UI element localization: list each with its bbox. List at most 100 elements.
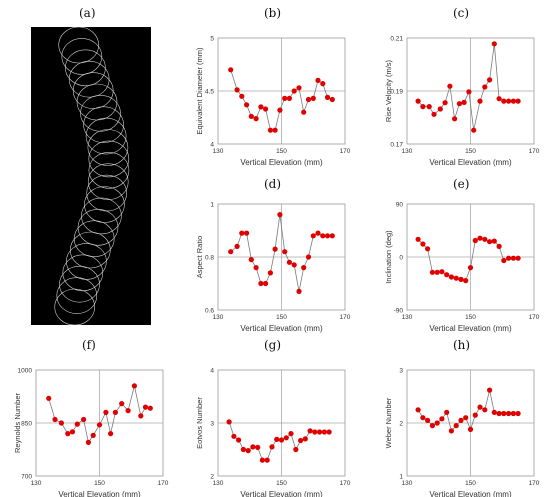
data-point (506, 410, 512, 417)
panel-label-c: (c) (453, 6, 470, 20)
y-axis-label: Eotvos Number (195, 397, 204, 449)
bubble-outline (65, 49, 106, 87)
y-tick-label: 3 (399, 368, 403, 375)
data-point (326, 429, 332, 435)
data-point (453, 275, 459, 281)
data-point (302, 436, 308, 442)
data-point (52, 416, 58, 423)
data-point (320, 233, 326, 239)
x-tick-label: 130 (402, 314, 413, 321)
x-tick-label: 130 (213, 314, 224, 321)
data-point (58, 420, 64, 426)
x-tick-label: 130 (31, 480, 42, 487)
bubble-outline (69, 231, 111, 269)
data-point (501, 410, 507, 417)
data-point (112, 409, 118, 415)
chart-b: 130 150 170 4 4.5 5 Vertical Elevation (mm) Equ… (195, 36, 351, 168)
data-point (228, 67, 234, 73)
data-point (305, 96, 312, 103)
x-tick-label: 150 (276, 148, 287, 155)
data-point (310, 95, 316, 101)
y-tick-label: 4 (210, 368, 214, 375)
data-point (477, 98, 483, 104)
data-point (496, 96, 502, 102)
y-tick-label: 2 (399, 421, 403, 428)
x-tick-label: 170 (340, 314, 351, 321)
x-tick-label: 150 (465, 314, 476, 321)
data-point (263, 106, 269, 112)
data-point (315, 77, 321, 83)
panel-label-g: (g) (264, 338, 282, 352)
data-point (510, 98, 516, 104)
x-axis-label: Vertical Elevation (mm) (240, 158, 323, 167)
data-point (506, 255, 512, 261)
data-point (420, 415, 426, 421)
data-point (515, 255, 521, 261)
bubble-outline (83, 106, 124, 143)
bubble-outline (73, 220, 115, 257)
y-tick-label: 1000 (18, 368, 33, 375)
data-point (245, 448, 251, 454)
y-tick-label: 1 (399, 474, 403, 481)
data-point (312, 429, 318, 435)
data-point (482, 84, 488, 90)
data-point (258, 280, 264, 287)
data-point (226, 419, 232, 425)
data-point (253, 265, 259, 271)
data-point (439, 416, 445, 422)
bubble-photo (31, 26, 151, 326)
data-point (467, 426, 474, 432)
data-point (74, 421, 80, 427)
bubble-outline (80, 95, 121, 132)
data-point (244, 230, 250, 236)
data-point (496, 243, 502, 249)
data-point (65, 431, 71, 437)
x-axis-label: Vertical Elevation (mm) (58, 490, 141, 497)
data-point (263, 280, 269, 287)
panel-label-e: (e) (453, 177, 470, 191)
panel-label-f: (f) (82, 338, 96, 352)
data-point (453, 423, 459, 429)
data-point (491, 238, 497, 244)
bubble-outline (87, 129, 129, 166)
data-point (425, 417, 431, 423)
data-point (434, 420, 440, 426)
data-point (125, 408, 131, 414)
data-point (466, 89, 472, 95)
data-point (138, 413, 144, 419)
x-axis-label: Vertical Elevation (mm) (240, 324, 323, 333)
x-tick-label: 170 (529, 314, 540, 321)
y-tick-label: 0.17 (390, 142, 403, 149)
data-point (324, 94, 331, 100)
bubble-outline (72, 72, 114, 109)
data-point (298, 437, 304, 444)
data-point (231, 433, 237, 439)
data-point (415, 407, 421, 413)
data-point (456, 101, 462, 107)
data-point (477, 404, 483, 410)
data-point (467, 265, 474, 271)
data-point (442, 100, 448, 106)
data-point (510, 255, 516, 261)
data-point (264, 457, 270, 463)
data-point (282, 249, 288, 255)
data-point (415, 98, 421, 104)
y-axis-label: Inclination (deg) (384, 230, 393, 284)
x-tick-label: 150 (276, 480, 287, 487)
data-point (255, 444, 261, 450)
data-point (448, 428, 454, 434)
data-point (286, 259, 292, 265)
y-axis-label: Rise Velocity (m/s) (384, 59, 393, 122)
y-tick-label: -90 (394, 308, 404, 315)
data-point (234, 87, 240, 93)
data-point (85, 439, 91, 445)
x-tick-label: 150 (465, 480, 476, 487)
data-point (258, 104, 264, 110)
x-axis-label: Vertical Elevation (mm) (429, 324, 512, 333)
data-point (272, 127, 278, 133)
y-axis-label: Reynolds Number (13, 392, 22, 453)
data-point (448, 274, 454, 280)
y-tick-label: 5 (210, 36, 214, 43)
